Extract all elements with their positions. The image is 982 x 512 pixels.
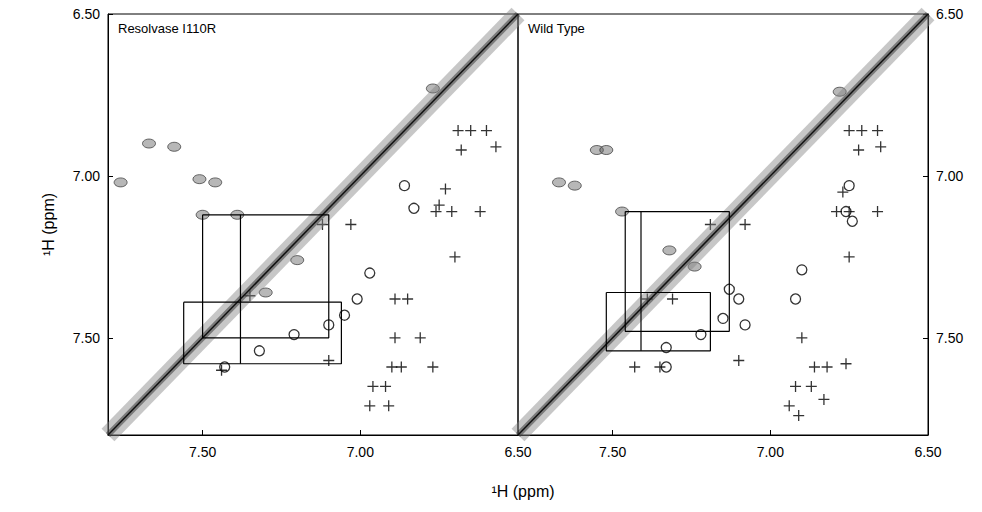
svg-text:6.50: 6.50 — [936, 6, 963, 22]
svg-text:Resolvase I110R: Resolvase I110R — [118, 21, 216, 36]
svg-text:7.50: 7.50 — [73, 330, 100, 346]
svg-text:6.50: 6.50 — [73, 6, 100, 22]
svg-text:7.00: 7.00 — [936, 168, 963, 184]
svg-text:¹H (ppm): ¹H (ppm) — [491, 483, 554, 500]
svg-text:7.50: 7.50 — [189, 444, 216, 460]
svg-text:7.00: 7.00 — [347, 444, 374, 460]
svg-text:Wild Type: Wild Type — [528, 21, 585, 36]
svg-text:6.50: 6.50 — [914, 444, 941, 460]
svg-text:7.00: 7.00 — [757, 444, 784, 460]
svg-text:¹H (ppm): ¹H (ppm) — [40, 193, 57, 256]
svg-text:7.50: 7.50 — [936, 330, 963, 346]
svg-text:7.50: 7.50 — [599, 444, 626, 460]
svg-text:7.00: 7.00 — [73, 168, 100, 184]
svg-text:6.50: 6.50 — [504, 444, 531, 460]
